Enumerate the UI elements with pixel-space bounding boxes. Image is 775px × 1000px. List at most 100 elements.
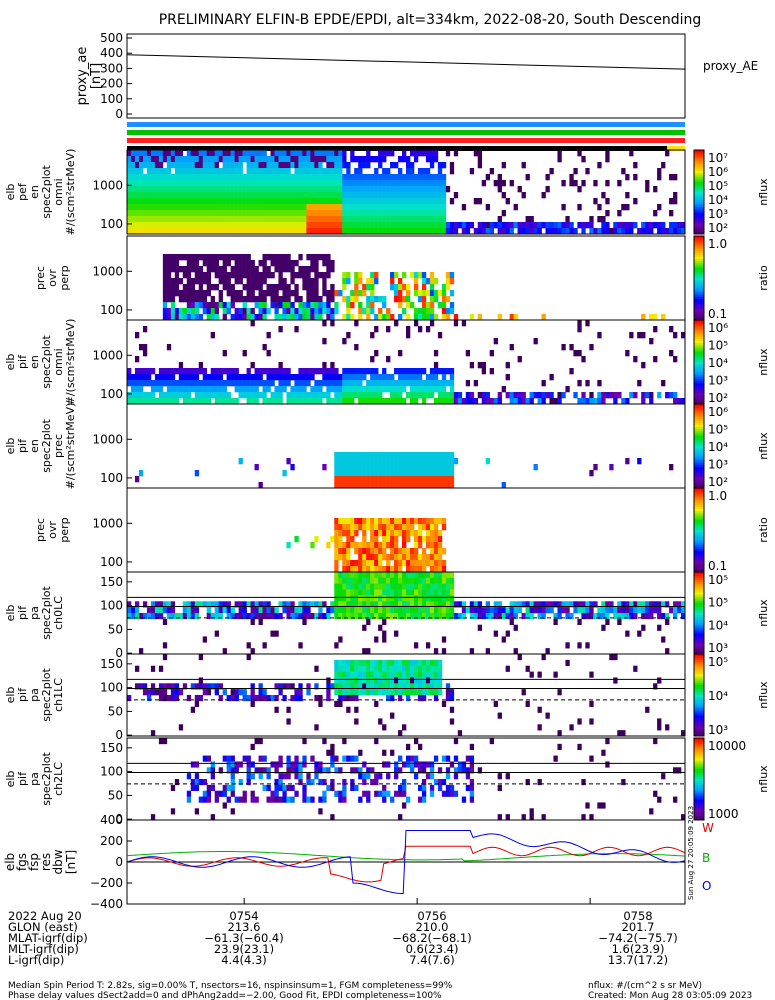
eflux-colorbar-title: nflux: [757, 178, 770, 206]
pa0-tick-label: 50: [108, 622, 123, 636]
iflux-tick-label: 100: [100, 387, 123, 401]
iprec-colorbar-title: nflux: [757, 432, 770, 460]
pa1-tick-label: 150: [100, 657, 123, 671]
pa0-tick-label: 150: [100, 575, 123, 589]
pa1-ylabel: elbpifpaspec2plotch1LC: [4, 668, 65, 722]
pa2-tick-label: 0: [115, 812, 123, 826]
iflux-spectrogram: [127, 320, 686, 405]
footer-value: 4.4(4.3): [221, 953, 267, 967]
iratio-colorbar: 1.0 0.1 ratio: [693, 487, 770, 573]
pa1-tick-label: 0: [115, 728, 123, 742]
iflux-colorbar: 10⁶ 10⁵ 10⁴ 10³ 10² nflux: [693, 319, 770, 405]
pa2-ylabel: elbpifpaspec2plotch2LC: [4, 752, 65, 806]
panel-iprec: 1000 100 elbpifenspec2plotprec#/(scm²strMe…: [4, 403, 770, 490]
pa2-spectrogram: [150, 738, 686, 821]
eflux-spectrogram: [127, 150, 686, 235]
panel-fgs: 400 200 0 −200 −400 W B O elbfgsfspresdbw[nT…: [3, 813, 714, 911]
footer-value: L-igrf(dip): [8, 953, 64, 967]
panel-eflux: 1000 100 elbpefenspec2plotomni#/(scm²strMe…: [4, 149, 770, 236]
eratio-colorbar-tick: 1.0: [708, 237, 727, 251]
pa1-colorbar: 10⁵ 10⁴ 10³ nflux: [693, 653, 770, 737]
iratio-colorbar-tick: 0.1: [708, 559, 727, 573]
eflux-tick-label: 100: [100, 217, 123, 231]
pa0-colorbar-title: nflux: [757, 599, 770, 627]
proxy-ae-ylabel: proxy_ae[nT]: [75, 47, 104, 106]
eflux-ylabel: elbpefenspec2plotomni#/(scm²strMeV): [4, 149, 77, 236]
footer-value: MLAT-igrf(dip): [8, 931, 88, 945]
panel-pa1: 150 100 50 0 elbpifpaspec2plotch1LC 10⁵ 10⁴ 10³…: [4, 653, 770, 742]
ae-tick-label: 0: [115, 107, 123, 121]
footer-value: 201.7: [622, 920, 655, 934]
footer-value: −68.2(−68.1): [392, 931, 471, 945]
eflux-colorbar-tick: 10⁵: [708, 179, 728, 193]
iflux-tick-label: 1000: [92, 348, 123, 362]
pa1-tick-label: 50: [108, 704, 123, 718]
iprec-colorbar-tick: 10⁶: [708, 405, 728, 419]
footer-time-label: 2022 Aug 20: [8, 909, 82, 923]
pa2-colorbar: 10000 1000 nflux: [693, 737, 770, 821]
pa0-colorbar: 10⁵ 10⁵ 10⁴ 10³ nflux: [693, 571, 770, 655]
fgs-ylabel: elbfgsfspresdbw[nT]: [3, 849, 78, 874]
iratio-ylabel: precovrperp: [34, 517, 71, 542]
pa0-tick-label: 100: [100, 599, 123, 613]
pa2-colorbar-tick: 10000: [708, 739, 746, 753]
eratio-ylabel: precovrperp: [34, 265, 71, 290]
eratio-tick-label: 100: [100, 303, 123, 317]
fgs-o-line: [126, 830, 686, 894]
eratio-colorbar-tick: 0.1: [708, 307, 727, 321]
pa0-tick-label: 0: [115, 646, 123, 660]
pa2-colorbar-tick: 1000: [708, 807, 739, 821]
iflux-colorbar-title: nflux: [757, 348, 770, 376]
proxy-ae-line: [126, 54, 686, 70]
eratio-colorbar: 1.0 0.1 ratio: [693, 235, 770, 321]
iflux-colorbar-tick: 10⁴: [708, 356, 728, 370]
eflux-colorbar-tick: 10⁴: [708, 193, 728, 207]
footer-note-right-1: nflux: #/(cm^2 s sr MeV): [588, 981, 702, 991]
pa0-spectrogram: [127, 572, 686, 655]
side-timestamp: Sun Aug 27 20:05:09 2023: [687, 806, 695, 900]
iprec-colorbar-tick: 10³: [708, 458, 728, 472]
pa0-colorbar-tick: 10⁵: [708, 596, 728, 610]
panel-pa0: 150 100 50 0 elbpifpaspec2plotch0LC 10⁵ 10⁵ 10⁴…: [4, 571, 770, 660]
iprec-colorbar: 10⁶ 10⁵ 10⁴ 10³ 10² nflux: [693, 403, 770, 489]
pa1-colorbar-tick: 10³: [708, 723, 728, 737]
ae-tick-label: 300: [100, 61, 123, 75]
footer-note-left-2: Phase delay values dSect2add=0 and dPhAn…: [8, 991, 442, 1000]
panel-iratio: 1000 100 precovrperp 1.0 0.1 ratio: [34, 487, 770, 573]
fgs-legend-w: W: [702, 821, 714, 835]
iflux-ylabel: elbpifenspec2plotomni#/(scm²strMeV): [4, 319, 77, 406]
footer-value: 0.6(23.4): [406, 942, 459, 956]
pa2-tick-label: 100: [100, 765, 123, 779]
footer-value: 1.6(23.9): [612, 942, 665, 956]
footer-value: MLT-igrf(dip): [8, 942, 79, 956]
iprec-tick-label: 100: [100, 471, 123, 485]
eflux-tick-label: 1000: [92, 178, 123, 192]
proxy-ae-legend: proxy_AE: [703, 59, 758, 73]
fgs-tick-label: 200: [100, 834, 123, 848]
status-bars: [127, 122, 685, 151]
footer-time-label: 0754: [229, 909, 258, 923]
eratio-colorbar-title: ratio: [757, 265, 770, 291]
ae-tick-label: 400: [100, 46, 123, 60]
iprec-spectrogram: [134, 452, 674, 489]
iprec-ylabel: elbpifenspec2plotprec#/(scm²strMeV): [4, 403, 77, 490]
iprec-tick-label: 1000: [92, 432, 123, 446]
footer-ephemeris: 2022 Aug 20 0754 0756 0758 GLON (east) 213.6 2…: [8, 909, 678, 967]
iflux-colorbar-tick: 10³: [708, 374, 728, 388]
pa2-tick-label: 50: [108, 788, 123, 802]
footer-value: GLON (east): [8, 920, 78, 934]
footer-note-left-1: Median Spin Period T: 2.82s, sig=0.00% T…: [8, 981, 453, 991]
iratio-colorbar-title: ratio: [757, 517, 770, 543]
iratio-tick-label: 100: [100, 555, 123, 569]
pa2-tick-label: 150: [100, 741, 123, 755]
eflux-colorbar-tick: 10⁶: [708, 165, 728, 179]
pa2-colorbar-title: nflux: [757, 765, 770, 793]
iratio-spectrogram: [286, 518, 447, 573]
footer-time-label: 0756: [417, 909, 446, 923]
fgs-tick-label: 0: [115, 855, 123, 869]
pa1-spectrogram: [127, 654, 686, 737]
iratio-colorbar-tick: 1.0: [708, 489, 727, 503]
iflux-colorbar-tick: 10⁵: [708, 339, 728, 353]
